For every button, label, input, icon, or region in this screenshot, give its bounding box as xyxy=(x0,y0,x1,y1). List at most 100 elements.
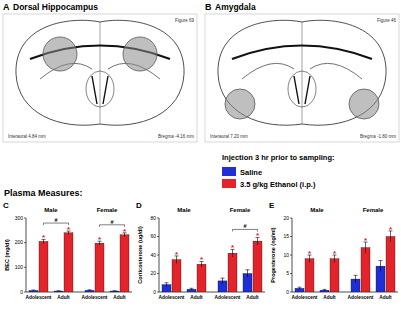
atlas-panel: ADorsal HippocampusFigure 69Interaural 4… xyxy=(3,2,197,142)
group-label: Female xyxy=(363,207,384,213)
y-tick-label: 40 xyxy=(150,252,156,258)
interaural: Interaural 7.20 mm xyxy=(210,134,248,139)
error-bar xyxy=(32,290,36,292)
sampling-site xyxy=(225,89,255,119)
atlas-frame xyxy=(3,14,197,142)
bracket xyxy=(100,225,125,227)
structure xyxy=(242,63,294,79)
sampling-site xyxy=(123,37,157,71)
y-axis-label: BEC (mg/dl) xyxy=(4,239,10,271)
panel-letter: E xyxy=(269,201,275,210)
legend: Injection 3 hr prior to sampling: Saline 3… xyxy=(222,153,335,189)
bregma: Bregma -1.80 mm xyxy=(360,134,396,139)
bar xyxy=(330,259,339,292)
error-bar xyxy=(57,290,61,291)
group-label: Female xyxy=(97,207,118,213)
bar xyxy=(305,259,314,292)
y-tick-label: 15 xyxy=(283,233,289,239)
y-tick-label: 60 xyxy=(150,233,156,239)
significance: * xyxy=(42,233,46,242)
bracket-label: # xyxy=(243,223,246,229)
structure xyxy=(310,63,362,79)
x-tick-label: Adult xyxy=(323,295,336,300)
structure xyxy=(288,71,316,107)
x-tick-label: Adolescent xyxy=(82,295,108,300)
bar xyxy=(320,290,329,292)
brain-outline xyxy=(16,20,184,125)
panel-letter: B xyxy=(205,2,212,12)
y-tick-label: 20 xyxy=(283,215,289,221)
x-tick-label: Adult xyxy=(246,295,259,300)
bracket-label: # xyxy=(54,217,57,223)
x-tick-label: Adolescent xyxy=(26,295,52,300)
structure xyxy=(86,71,114,107)
error-bar xyxy=(379,261,383,272)
significance: * xyxy=(333,249,337,258)
legend-label: Saline xyxy=(240,168,262,177)
atlas-figure: Figure 46 xyxy=(377,18,397,23)
group-label: Male xyxy=(310,207,324,213)
panel-letter: D xyxy=(136,201,142,210)
ventricle xyxy=(294,76,310,104)
bar xyxy=(361,248,370,292)
legend-title: Injection 3 hr prior to sampling: xyxy=(222,153,335,162)
legend-swatch xyxy=(222,179,236,188)
y-tick-label: 80 xyxy=(150,215,156,221)
bar xyxy=(39,241,48,292)
sampling-site xyxy=(43,37,77,71)
y-tick-label: 300 xyxy=(15,215,24,221)
y-axis xyxy=(26,218,27,292)
figure: ADorsal HippocampusFigure 69Interaural 4… xyxy=(0,0,401,315)
brain-outline xyxy=(218,20,386,125)
atlas-frame xyxy=(205,14,399,142)
y-tick-label: 0 xyxy=(20,289,23,295)
chart: DCorticosterone (ug/dl)020406080MaleFema… xyxy=(136,201,265,300)
atlas-figure: Figure 69 xyxy=(175,18,195,23)
panel-letter: C xyxy=(3,201,9,210)
plot-area xyxy=(295,231,395,292)
y-axis-label: Progesterone (ng/ml) xyxy=(270,227,276,282)
y-tick-label: 0 xyxy=(286,289,289,295)
chart: E Progesterone (ng/ml) 0 5 10 15 20 Male Female A… xyxy=(269,201,398,300)
sampling-site xyxy=(349,89,379,119)
error-bar xyxy=(246,270,250,277)
error-bar xyxy=(221,278,225,284)
bar xyxy=(197,264,206,292)
significance: * xyxy=(389,225,393,234)
error-bar xyxy=(323,289,327,290)
bar xyxy=(386,237,395,293)
y-tick-label: 100 xyxy=(15,264,24,270)
midline xyxy=(302,22,303,124)
y-tick-label: 5 xyxy=(286,270,289,276)
significance: * xyxy=(308,249,312,258)
atlas-panel: BAmygdala Figure 46 Interaural 7.20 mm Breg… xyxy=(205,2,399,142)
bar xyxy=(172,260,181,292)
panel-title: Amygdala xyxy=(215,2,256,12)
significance: * xyxy=(200,255,204,264)
x-tick-label: Adult xyxy=(379,295,392,300)
ventricle xyxy=(92,76,108,104)
y-tick-label: 0 xyxy=(153,289,156,295)
bar xyxy=(110,291,119,292)
x-tick-label: Adolescent xyxy=(215,295,241,300)
x-tick-label: Adult xyxy=(113,295,126,300)
legend-label: 3.5 g/kg Ethanol (i.p.) xyxy=(240,180,316,189)
bar xyxy=(228,253,237,292)
midline xyxy=(100,22,101,124)
error-bar xyxy=(113,290,117,291)
bar xyxy=(253,241,262,292)
y-tick-label: 10 xyxy=(283,252,289,258)
group-label: Female xyxy=(230,207,251,213)
significance: * xyxy=(231,243,235,252)
white-matter xyxy=(232,46,372,60)
bracket xyxy=(233,229,258,231)
x-tick-label: Adolescent xyxy=(159,295,185,300)
bracket-label: # xyxy=(110,219,113,225)
chart: CBEC (mg/dl)0100200300MaleFemaleAdolesce… xyxy=(3,201,132,300)
error-bar xyxy=(354,275,358,282)
error-bar xyxy=(298,287,302,289)
section-title: Plasma Measures: xyxy=(4,188,83,198)
y-axis-label: Corticosterone (ug/dl) xyxy=(137,226,143,284)
interaural: Interaural 4.84 mm xyxy=(8,134,46,139)
panel-letter: A xyxy=(3,2,10,12)
